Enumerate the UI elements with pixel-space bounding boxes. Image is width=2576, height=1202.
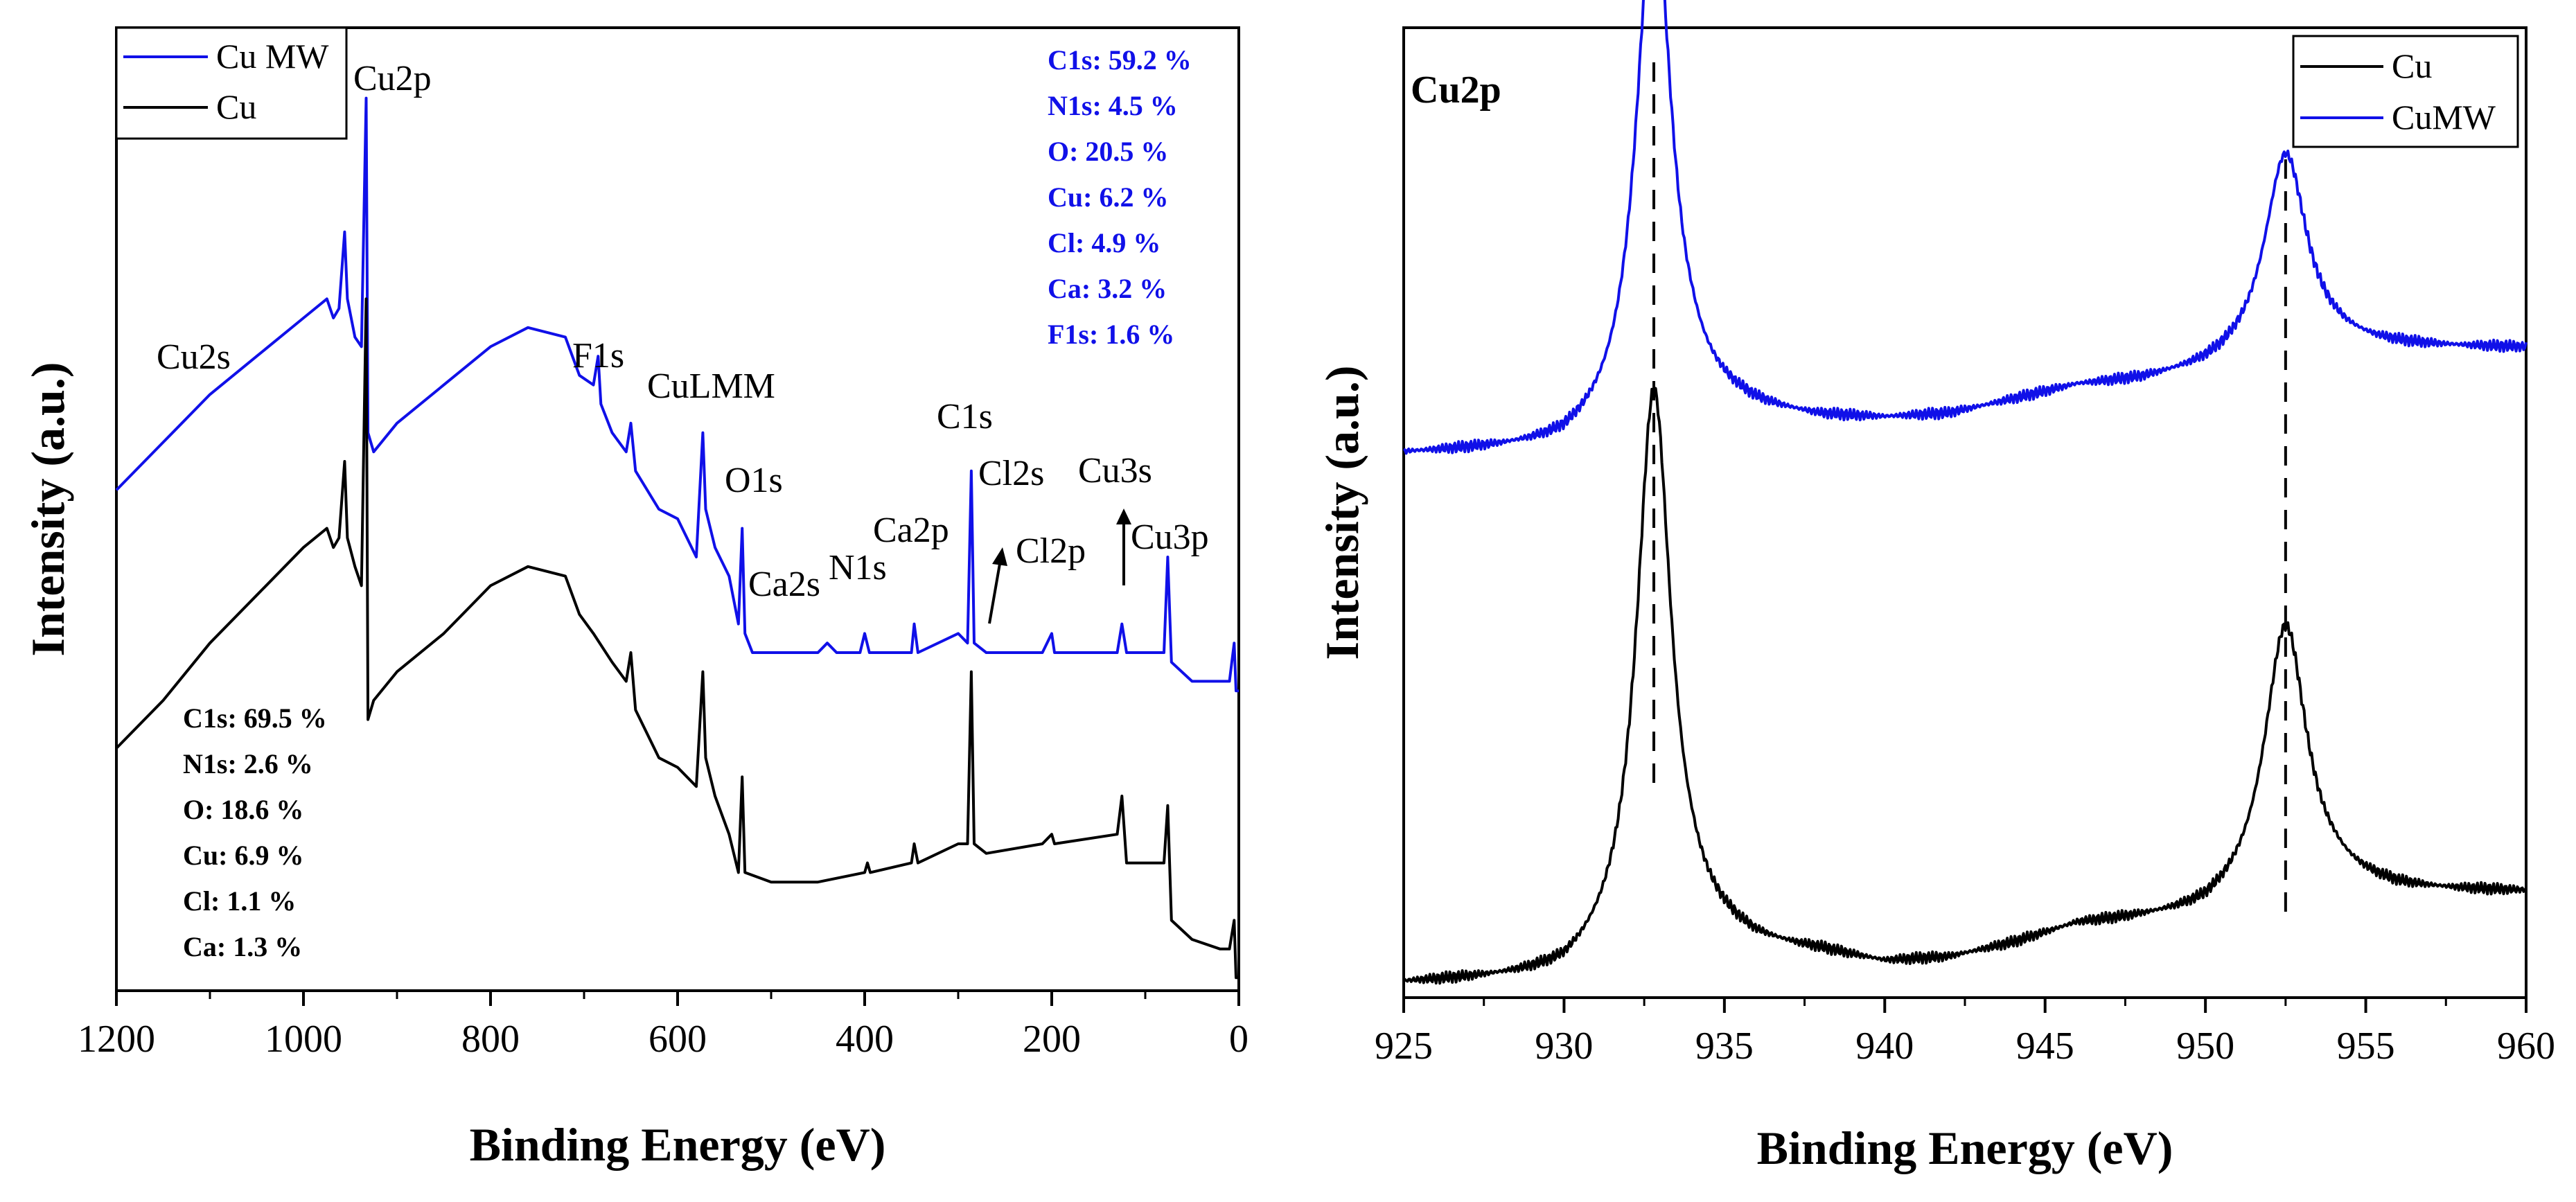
- legend: Cu CuMW: [2292, 35, 2519, 148]
- composition-cumw-o: O: 20.5 %: [1048, 136, 1168, 167]
- x-tick-label: 945: [2016, 1025, 2074, 1068]
- plot-frame: [1402, 26, 2528, 999]
- peak-label-culmm: CuLMM: [647, 366, 775, 406]
- x-tick-label: 960: [2497, 1025, 2555, 1068]
- composition-cu: C1s: 69.5 % N1s: 2.6 % O: 18.6 % Cu: 6.9…: [183, 702, 327, 962]
- cu2p-spectrum-panel: 925 930 935 940 945 950 955 960 Cu2p Binding En…: [1316, 0, 2555, 1174]
- composition-cu-n1s: N1s: 2.6 %: [183, 748, 313, 779]
- x-tick-label: 400: [836, 1018, 894, 1061]
- y-axis-title: Intensity (a.u.): [21, 362, 74, 656]
- peak-label-cl2s: Cl2s: [978, 454, 1044, 493]
- x-axis-title: Binding Energy (eV): [470, 1118, 886, 1171]
- cu3s-arrow-head: [1116, 509, 1131, 524]
- peak-label-cu3s: Cu3s: [1078, 451, 1152, 490]
- peak-label-ca2s: Ca2s: [748, 565, 820, 604]
- legend-label-cu: Cu: [216, 87, 256, 126]
- composition-cumw-f1s: F1s: 1.6 %: [1048, 319, 1174, 350]
- x-tick-label: 935: [1695, 1025, 1754, 1068]
- cl2s-arrow: [988, 559, 1002, 624]
- legend-label-cu-mw: Cu MW: [216, 37, 329, 76]
- legend-box: [2292, 35, 2519, 148]
- peak-label-ca2p: Ca2p: [873, 511, 949, 550]
- reference-lines: [1652, 62, 2287, 918]
- x-tick-label: 200: [1023, 1018, 1081, 1061]
- x-tick-label: 800: [461, 1018, 520, 1061]
- survey-curves: [115, 96, 1239, 980]
- annotation-arrows: [988, 509, 1131, 624]
- series-line-cu: [1402, 387, 2528, 985]
- composition-cu-c1s: C1s: 69.5 %: [183, 702, 327, 734]
- cu2p-curves: [1402, 0, 2528, 985]
- peak-label-cu3p: Cu3p: [1131, 518, 1209, 557]
- peak-label-cu2p: Cu2p: [353, 59, 432, 98]
- composition-cumw-n1s: N1s: 4.5 %: [1048, 90, 1178, 121]
- composition-cu-cu: Cu: 6.9 %: [183, 840, 303, 871]
- composition-cumw-ca: Ca: 3.2 %: [1048, 273, 1167, 304]
- x-tick-label: 930: [1535, 1025, 1593, 1068]
- cl2s-arrow-head: [992, 547, 1007, 566]
- legend-label-cumw: CuMW: [2392, 98, 2496, 136]
- peak-labels: Cu2s Cu2p F1s CuLMM O1s Ca2s N1s Ca2p C1…: [157, 59, 1209, 604]
- x-axis-ticks: 1200 1000 800 600 400 200 0: [78, 991, 1249, 1061]
- series-line-cu: [115, 297, 1239, 980]
- x-axis-title: Binding Energy (eV): [1757, 1122, 2173, 1174]
- legend-box: [115, 26, 348, 140]
- series-line-cu-mw: [115, 96, 1239, 693]
- composition-cu-cl: Cl: 1.1 %: [183, 885, 296, 917]
- x-tick-label: 940: [1855, 1025, 1914, 1068]
- x-tick-label: 950: [2176, 1025, 2234, 1068]
- peak-label-c1s: C1s: [937, 397, 993, 436]
- legend-label-cu: Cu: [2392, 46, 2432, 85]
- panel-title: Cu2p: [1411, 69, 1501, 112]
- composition-cu-ca: Ca: 1.3 %: [183, 931, 302, 962]
- x-tick-label: 0: [1229, 1018, 1249, 1061]
- x-tick-label: 925: [1375, 1025, 1433, 1068]
- peak-label-cu2s: Cu2s: [157, 337, 231, 377]
- legend: Cu MW Cu: [115, 26, 348, 140]
- peak-label-f1s: F1s: [572, 336, 624, 375]
- survey-spectrum-panel: 1200 1000 800 600 400 200 0 Binding Energy (eV…: [21, 26, 1249, 1171]
- x-tick-label: 600: [649, 1018, 707, 1061]
- x-tick-label: 1200: [78, 1018, 155, 1061]
- composition-cumw-c1s: C1s: 59.2 %: [1048, 44, 1192, 76]
- x-axis-ticks: 925 930 935 940 945 950 955 960: [1375, 998, 2555, 1068]
- peak-label-o1s: O1s: [725, 461, 783, 500]
- composition-cumw-cu: Cu: 6.2 %: [1048, 182, 1168, 213]
- peak-label-n1s: N1s: [829, 548, 887, 587]
- composition-cumw-cl: Cl: 4.9 %: [1048, 227, 1161, 258]
- x-tick-label: 1000: [265, 1018, 342, 1061]
- peak-label-cl2p: Cl2p: [1016, 531, 1086, 571]
- series-line-cumw: [1402, 0, 2528, 455]
- y-axis-title: Intensity (a.u.): [1316, 365, 1368, 660]
- composition-cu-o: O: 18.6 %: [183, 794, 303, 825]
- x-tick-label: 955: [2337, 1025, 2395, 1068]
- composition-cumw: C1s: 59.2 % N1s: 4.5 % O: 20.5 % Cu: 6.2…: [1048, 44, 1192, 350]
